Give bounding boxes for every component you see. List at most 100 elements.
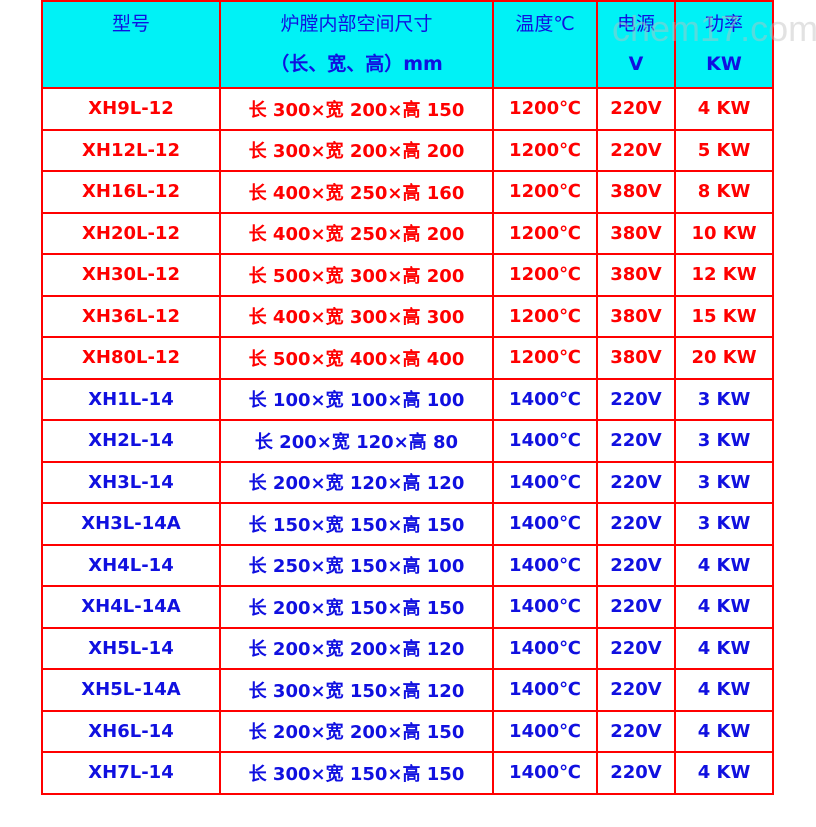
header-row: 型号 炉膛内部空间尺寸 （长、宽、高）mm 温度℃ 电源 V 功率 KW [41, 0, 774, 89]
header-temp-label: 温度℃ [515, 13, 575, 35]
table-row: XH7L-14 长 300×宽 150×高 150 1400℃ 220V 4 KW [41, 751, 774, 795]
cell-voltage: 220V [596, 460, 676, 504]
cell-size: 长 300×宽 200×高 150 [219, 87, 494, 131]
cell-size: 长 200×宽 200×高 120 [219, 626, 494, 670]
cell-voltage: 380V [596, 294, 676, 338]
header-temp: 温度℃ [492, 0, 598, 89]
cell-voltage: 220V [596, 87, 676, 131]
table-row: XH5L-14 长 200×宽 200×高 120 1400℃ 220V 4 KW [41, 626, 774, 670]
header-model: 型号 [41, 0, 221, 89]
cell-power: 4 KW [674, 709, 774, 753]
table-row: XH16L-12 长 400×宽 250×高 160 1200℃ 380V 8 KW [41, 170, 774, 214]
table-row: XH3L-14A 长 150×宽 150×高 150 1400℃ 220V 3 KW [41, 502, 774, 546]
cell-model: XH4L-14A [41, 585, 221, 629]
cell-model: XH12L-12 [41, 128, 221, 172]
cell-model: XH4L-14 [41, 543, 221, 587]
cell-temp: 1200℃ [492, 294, 598, 338]
cell-power: 3 KW [674, 502, 774, 546]
cell-power: 4 KW [674, 543, 774, 587]
table-row: XH5L-14A 长 300×宽 150×高 120 1400℃ 220V 4 KW [41, 668, 774, 712]
table-row: XH30L-12 长 500×宽 300×高 200 1200℃ 380V 12 KW [41, 253, 774, 297]
cell-model: XH9L-12 [41, 87, 221, 131]
header-size: 炉膛内部空间尺寸 （长、宽、高）mm [219, 0, 494, 89]
cell-model: XH1L-14 [41, 377, 221, 421]
cell-model: XH6L-14 [41, 709, 221, 753]
cell-voltage: 380V [596, 336, 676, 380]
cell-power: 8 KW [674, 170, 774, 214]
cell-voltage: 220V [596, 419, 676, 463]
header-power: 功率 KW [674, 0, 774, 89]
cell-temp: 1400℃ [492, 668, 598, 712]
cell-size: 长 300×宽 150×高 120 [219, 668, 494, 712]
cell-voltage: 220V [596, 626, 676, 670]
cell-size: 长 200×宽 150×高 150 [219, 585, 494, 629]
header-model-label: 型号 [111, 13, 150, 35]
header-voltage-line1: 电源 [616, 13, 655, 35]
cell-temp: 1400℃ [492, 377, 598, 421]
cell-voltage: 220V [596, 709, 676, 753]
cell-power: 3 KW [674, 377, 774, 421]
cell-power: 12 KW [674, 253, 774, 297]
cell-model: XH3L-14A [41, 502, 221, 546]
cell-voltage: 380V [596, 253, 676, 297]
cell-voltage: 220V [596, 502, 676, 546]
header-size-line2: （长、宽、高）mm [270, 53, 443, 75]
cell-size: 长 250×宽 150×高 100 [219, 543, 494, 587]
cell-power: 3 KW [674, 419, 774, 463]
cell-temp: 1400℃ [492, 502, 598, 546]
cell-power: 3 KW [674, 460, 774, 504]
cell-size: 长 150×宽 150×高 150 [219, 502, 494, 546]
cell-model: XH20L-12 [41, 211, 221, 255]
cell-model: XH5L-14A [41, 668, 221, 712]
cell-voltage: 220V [596, 128, 676, 172]
table-row: XH12L-12 长 300×宽 200×高 200 1200℃ 220V 5 KW [41, 128, 774, 172]
cell-size: 长 400×宽 250×高 200 [219, 211, 494, 255]
cell-model: XH3L-14 [41, 460, 221, 504]
cell-temp: 1400℃ [492, 751, 598, 795]
cell-power: 4 KW [674, 87, 774, 131]
cell-temp: 1400℃ [492, 543, 598, 587]
cell-temp: 1200℃ [492, 211, 598, 255]
cell-size: 长 200×宽 120×高 80 [219, 419, 494, 463]
cell-power: 10 KW [674, 211, 774, 255]
cell-size: 长 500×宽 400×高 400 [219, 336, 494, 380]
cell-voltage: 380V [596, 170, 676, 214]
table-row: XH36L-12 长 400×宽 300×高 300 1200℃ 380V 15 KW [41, 294, 774, 338]
cell-size: 长 300×宽 150×高 150 [219, 751, 494, 795]
cell-temp: 1200℃ [492, 253, 598, 297]
cell-temp: 1200℃ [492, 128, 598, 172]
header-power-line1: 功率 [704, 13, 743, 35]
cell-temp: 1200℃ [492, 87, 598, 131]
cell-temp: 1400℃ [492, 460, 598, 504]
cell-voltage: 220V [596, 377, 676, 421]
table-row: XH20L-12 长 400×宽 250×高 200 1200℃ 380V 10 KW [41, 211, 774, 255]
cell-size: 长 400×宽 250×高 160 [219, 170, 494, 214]
table-row: XH3L-14 长 200×宽 120×高 120 1400℃ 220V 3 KW [41, 460, 774, 504]
cell-temp: 1200℃ [492, 336, 598, 380]
cell-voltage: 220V [596, 543, 676, 587]
table-row: XH4L-14A 长 200×宽 150×高 150 1400℃ 220V 4 KW [41, 585, 774, 629]
table-row: XH6L-14 长 200×宽 200×高 150 1400℃ 220V 4 KW [41, 709, 774, 753]
cell-power: 4 KW [674, 751, 774, 795]
cell-size: 长 300×宽 200×高 200 [219, 128, 494, 172]
cell-size: 长 400×宽 300×高 300 [219, 294, 494, 338]
cell-temp: 1200℃ [492, 170, 598, 214]
cell-model: XH16L-12 [41, 170, 221, 214]
header-voltage-line2: V [628, 53, 644, 75]
cell-temp: 1400℃ [492, 585, 598, 629]
table-row: XH1L-14 长 100×宽 100×高 100 1400℃ 220V 3 KW [41, 377, 774, 421]
cell-voltage: 380V [596, 211, 676, 255]
cell-model: XH80L-12 [41, 336, 221, 380]
cell-power: 4 KW [674, 668, 774, 712]
table-row: XH2L-14 长 200×宽 120×高 80 1400℃ 220V 3 KW [41, 419, 774, 463]
cell-size: 长 500×宽 300×高 200 [219, 253, 494, 297]
header-size-line1: 炉膛内部空间尺寸 [280, 13, 433, 35]
cell-size: 长 200×宽 120×高 120 [219, 460, 494, 504]
cell-size: 长 100×宽 100×高 100 [219, 377, 494, 421]
cell-model: XH36L-12 [41, 294, 221, 338]
cell-temp: 1400℃ [492, 626, 598, 670]
cell-model: XH5L-14 [41, 626, 221, 670]
cell-voltage: 220V [596, 668, 676, 712]
cell-model: XH7L-14 [41, 751, 221, 795]
cell-voltage: 220V [596, 751, 676, 795]
